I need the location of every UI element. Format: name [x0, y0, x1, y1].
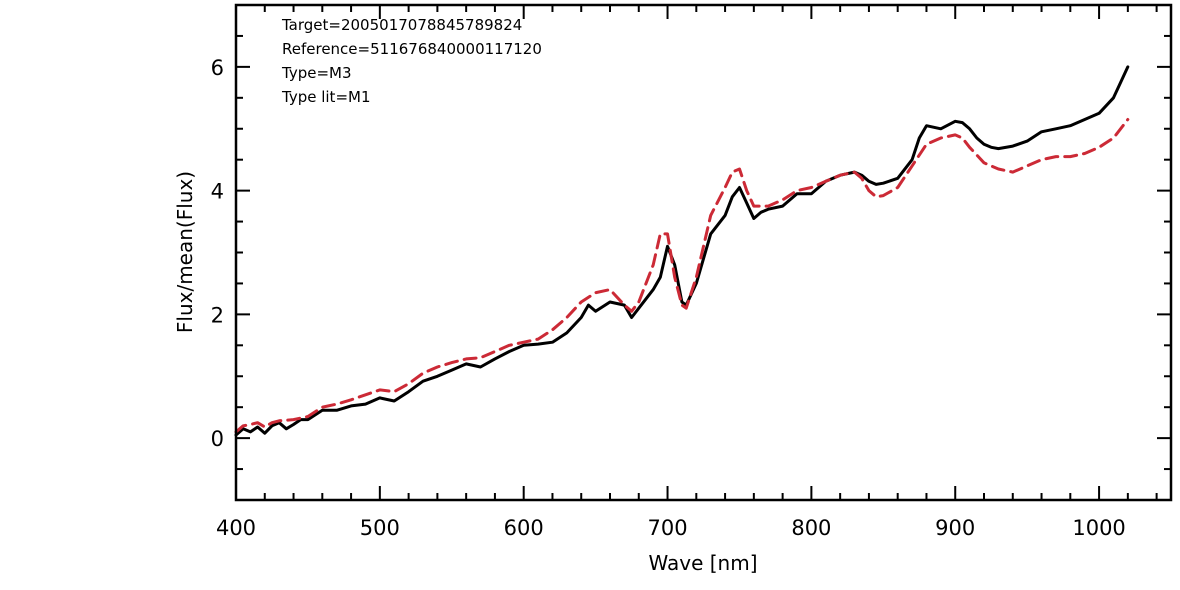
- y-tick-label: 0: [211, 427, 224, 451]
- annotation-line: Type lit=M1: [281, 88, 371, 106]
- annotations: Target=2005017078845789824 Reference=5116…: [281, 16, 542, 106]
- x-axis-label: Wave [nm]: [648, 551, 757, 575]
- y-tick-label: 6: [211, 56, 224, 80]
- tick-labels: 400 500 600 700 800 900 1000 0 2 4 6: [211, 56, 1126, 540]
- annotation-line: Target=2005017078845789824: [281, 16, 522, 34]
- x-tick-label: 900: [935, 516, 975, 540]
- series-layer: [234, 65, 1130, 437]
- x-tick-label: 800: [791, 516, 831, 540]
- x-tick-label: 400: [216, 516, 256, 540]
- series-line-2: [234, 118, 1130, 434]
- x-tick-label: 600: [504, 516, 544, 540]
- series-line-1: [234, 65, 1130, 437]
- y-tick-label: 2: [211, 303, 224, 327]
- x-tick-label: 700: [647, 516, 687, 540]
- y-tick-label: 4: [211, 180, 224, 204]
- x-tick-label: 500: [360, 516, 400, 540]
- y-axis-label: Flux/mean(Flux): [173, 171, 197, 333]
- annotation-line: Reference=511676840000117120: [282, 40, 542, 58]
- x-tick-label: 1000: [1072, 516, 1125, 540]
- ticks-layer: [235, 4, 1171, 501]
- annotation-line: Type=M3: [281, 64, 352, 82]
